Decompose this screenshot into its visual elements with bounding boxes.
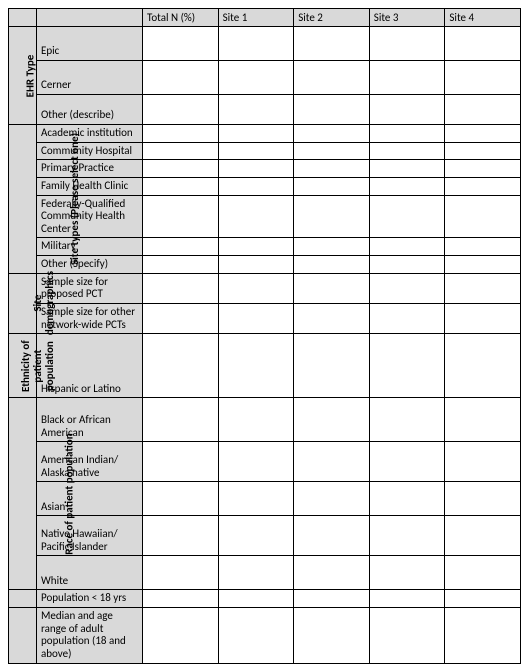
row-label: Median and age range of adult population… xyxy=(37,607,143,663)
table-row: Cerner xyxy=(9,61,521,95)
table-row: EHR Type Epic xyxy=(9,27,521,61)
row-label: Native Hawaiian/ Pacific Islander xyxy=(37,516,143,556)
row-label: Asian xyxy=(37,482,143,516)
table-row: Median and age range of adult population… xyxy=(9,607,521,663)
table-row: White xyxy=(9,556,521,590)
col-header: Total N (%) xyxy=(143,9,219,27)
table-row: Family Health Clinic xyxy=(9,177,521,195)
row-label: Family Health Clinic xyxy=(37,177,143,195)
table-row: Race of patient population Black or Afri… xyxy=(9,398,521,442)
row-label: Black or African American xyxy=(37,398,143,442)
table-row: Federally-Qualified Community Health Cen… xyxy=(9,195,521,238)
row-label: White xyxy=(37,556,143,590)
table-row: Other (describe) xyxy=(9,95,521,125)
row-label: Primary Practice xyxy=(37,160,143,178)
category-race: Race of patient population xyxy=(9,398,37,590)
row-label: Epic xyxy=(37,27,143,61)
category-site-demographics: Sitedemographics xyxy=(9,273,37,334)
col-header: Site 3 xyxy=(369,9,445,27)
table-row: Military xyxy=(9,238,521,256)
table-row: Population < 18 yrs xyxy=(9,590,521,608)
row-label: Population < 18 yrs xyxy=(37,590,143,608)
category-empty xyxy=(9,607,37,663)
table-row: Ethnicity ofpatientpopulation Hispanic o… xyxy=(9,334,521,398)
table-row: Sitedemographics Sample size for propose… xyxy=(9,273,521,303)
row-label: Federally-Qualified Community Health Cen… xyxy=(37,195,143,238)
row-label: American Indian/ Alaska native xyxy=(37,442,143,482)
col-header: Site 2 xyxy=(294,9,370,27)
category-site-types: Site types (Please select one) xyxy=(9,125,37,274)
col-header: Site 4 xyxy=(445,9,521,27)
category-empty xyxy=(9,590,37,608)
row-label: Military xyxy=(37,238,143,256)
table-row: Primary Practice xyxy=(9,160,521,178)
category-ehr-type: EHR Type xyxy=(9,27,37,125)
table-row: Asian xyxy=(9,482,521,516)
table-row: American Indian/ Alaska native xyxy=(9,442,521,482)
table-row: Sample size for other network-wide PCTs xyxy=(9,304,521,334)
table-row: Site types (Please select one) Academic … xyxy=(9,125,521,143)
row-label: Community Hospital xyxy=(37,142,143,160)
table-row: Other (Specify) xyxy=(9,256,521,274)
row-label: Cerner xyxy=(37,61,143,95)
data-collection-table: Total N (%) Site 1 Site 2 Site 3 Site 4 … xyxy=(8,8,521,664)
row-label: Academic institution xyxy=(37,125,143,143)
category-ethnicity: Ethnicity ofpatientpopulation xyxy=(9,334,37,398)
table-row: Native Hawaiian/ Pacific Islander xyxy=(9,516,521,556)
table-row: Community Hospital xyxy=(9,142,521,160)
row-label: Other (describe) xyxy=(37,95,143,125)
col-header: Site 1 xyxy=(218,9,294,27)
header-row: Total N (%) Site 1 Site 2 Site 3 Site 4 xyxy=(9,9,521,27)
